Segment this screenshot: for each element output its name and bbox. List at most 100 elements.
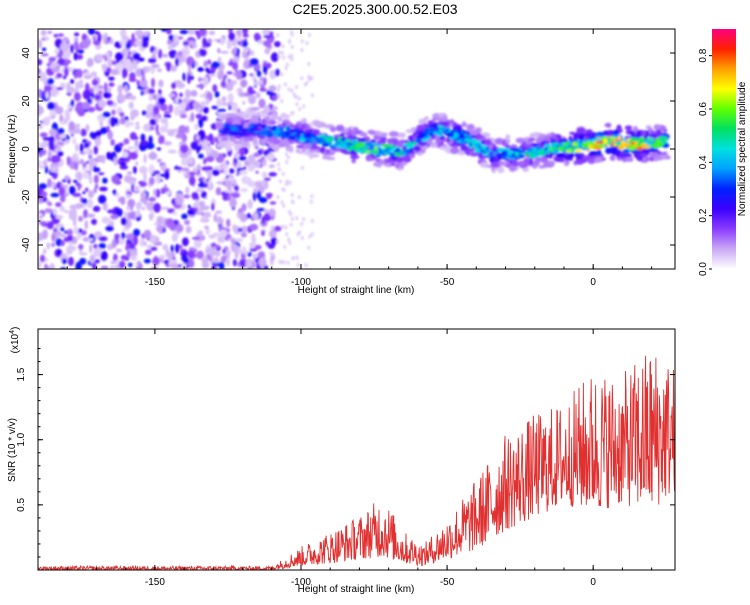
ridge-core — [596, 144, 602, 147]
noise-blob — [64, 117, 69, 123]
noise-blob — [90, 71, 97, 77]
noise-blob — [281, 224, 284, 229]
ridge-blob — [431, 117, 437, 123]
noise-blob — [120, 196, 126, 206]
noise-blob — [160, 29, 168, 32]
x-tick-label: 0 — [590, 277, 596, 288]
noise-blob — [307, 74, 311, 79]
noise-blob — [216, 98, 223, 107]
noise-blob — [221, 100, 227, 107]
noise-blob — [57, 128, 65, 135]
ridge-core — [401, 152, 407, 156]
noise-blob — [229, 197, 237, 208]
ridge-core — [498, 156, 502, 160]
noise-blob — [198, 200, 205, 208]
ridge-core — [610, 136, 616, 139]
noise-blob — [54, 226, 59, 230]
ridge-blob — [280, 112, 288, 119]
noise-blob — [285, 182, 289, 187]
ridge-core — [247, 130, 252, 133]
ridge-blob — [241, 143, 250, 147]
snr-line — [38, 355, 675, 570]
noise-blob — [126, 193, 131, 199]
noise-blob — [121, 227, 130, 231]
noise-blob — [93, 174, 99, 184]
noise-blob — [187, 204, 191, 209]
noise-blob — [139, 31, 143, 37]
noise-blob — [253, 32, 261, 41]
ridge-core — [466, 139, 470, 143]
noise-blob — [141, 74, 146, 82]
noise-blob — [232, 258, 237, 267]
ridge-core — [253, 127, 261, 131]
noise-blob — [281, 171, 285, 176]
ridge-core — [347, 147, 352, 152]
noise-blob — [200, 211, 205, 217]
noise-blob — [39, 254, 46, 263]
ridge-blob — [538, 164, 545, 169]
noise-blob — [72, 129, 82, 134]
noise-blob — [82, 162, 87, 168]
noise-blob — [219, 229, 228, 238]
noise-blob — [118, 260, 126, 269]
noise-blob — [64, 109, 71, 119]
noise-blob — [233, 244, 240, 251]
noise-blob — [124, 119, 130, 128]
ridge-blob — [582, 155, 592, 161]
noise-blob — [134, 125, 141, 130]
noise-blob — [269, 69, 277, 80]
noise-blob — [94, 259, 100, 264]
noise-blob — [85, 124, 90, 132]
ridge-core — [260, 124, 267, 129]
noise-blob — [40, 53, 49, 57]
noise-blob — [187, 250, 195, 259]
noise-blob — [91, 78, 99, 87]
ridge-core — [581, 144, 589, 148]
noise-blob — [226, 38, 233, 49]
noise-blob — [151, 63, 160, 68]
noise-blob — [181, 48, 188, 57]
noise-blob — [212, 84, 218, 93]
noise-blob — [51, 181, 56, 189]
ridge-blob — [285, 122, 292, 127]
noise-blob — [211, 202, 215, 211]
ridge-core — [434, 131, 438, 136]
noise-blob — [184, 89, 191, 99]
noise-blob — [159, 225, 163, 235]
ridge-blob — [460, 144, 468, 152]
ridge-blob — [320, 146, 326, 154]
noise-blob — [257, 39, 265, 45]
noise-blob — [157, 97, 166, 105]
noise-blob — [181, 157, 189, 167]
noise-blob — [79, 257, 87, 265]
ridge-blob — [624, 125, 633, 131]
noise-blob — [239, 258, 248, 268]
noise-blob — [308, 33, 311, 37]
noise-blob — [195, 188, 205, 193]
noise-blob — [261, 230, 265, 237]
noise-blob — [203, 76, 209, 86]
noise-blob — [168, 34, 175, 41]
noise-blob — [178, 109, 187, 115]
ridge-core — [613, 143, 617, 146]
noise-blob — [241, 246, 247, 255]
x-tick-label: -150 — [145, 577, 165, 588]
noise-blob — [152, 256, 160, 266]
noise-blob — [150, 65, 155, 75]
ridge-blob — [411, 127, 417, 132]
noise-blob — [38, 142, 41, 146]
noise-blob — [166, 29, 172, 35]
noise-blob — [251, 107, 260, 111]
ridge-blob — [377, 139, 387, 146]
noise-blob — [163, 114, 172, 118]
noise-blob — [73, 52, 78, 61]
ridge-core — [468, 142, 473, 147]
noise-blob — [187, 74, 191, 84]
noise-blob — [195, 113, 203, 120]
noise-blob — [135, 122, 140, 126]
noise-blob — [141, 206, 146, 211]
noise-blob — [148, 176, 155, 186]
noise-blob — [262, 159, 266, 164]
noise-blob — [119, 165, 129, 170]
